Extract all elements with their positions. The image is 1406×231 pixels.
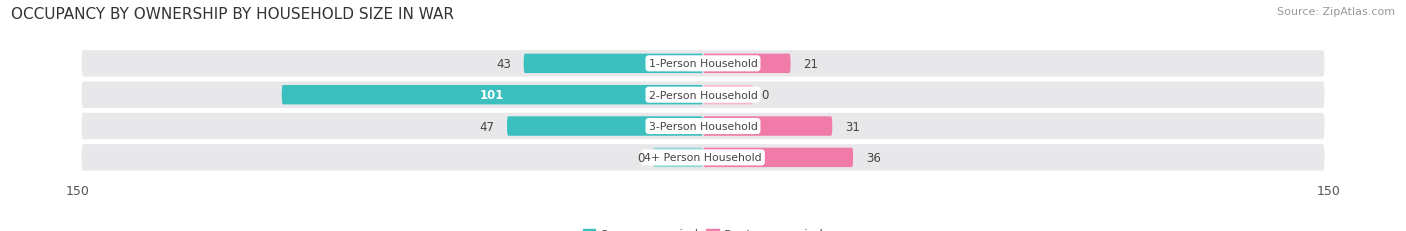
FancyBboxPatch shape	[281, 86, 703, 105]
Text: 0: 0	[637, 151, 644, 164]
FancyBboxPatch shape	[703, 54, 790, 74]
FancyBboxPatch shape	[703, 117, 832, 136]
FancyBboxPatch shape	[703, 148, 853, 167]
Text: 21: 21	[803, 58, 818, 70]
Text: 31: 31	[845, 120, 859, 133]
Text: 101: 101	[481, 89, 505, 102]
FancyBboxPatch shape	[82, 145, 1324, 171]
Text: 36: 36	[866, 151, 880, 164]
FancyBboxPatch shape	[82, 113, 1324, 140]
FancyBboxPatch shape	[703, 86, 754, 105]
Text: 1-Person Household: 1-Person Household	[648, 59, 758, 69]
Text: 3-Person Household: 3-Person Household	[648, 122, 758, 131]
FancyBboxPatch shape	[82, 82, 1324, 109]
Legend: Owner-occupied, Renter-occupied: Owner-occupied, Renter-occupied	[578, 223, 828, 231]
FancyBboxPatch shape	[82, 51, 1324, 77]
Text: OCCUPANCY BY OWNERSHIP BY HOUSEHOLD SIZE IN WAR: OCCUPANCY BY OWNERSHIP BY HOUSEHOLD SIZE…	[11, 7, 454, 22]
Text: 47: 47	[479, 120, 495, 133]
FancyBboxPatch shape	[508, 117, 703, 136]
FancyBboxPatch shape	[652, 148, 703, 167]
Text: 43: 43	[496, 58, 512, 70]
Text: 2-Person Household: 2-Person Household	[648, 90, 758, 100]
Text: 0: 0	[762, 89, 769, 102]
Text: 4+ Person Household: 4+ Person Household	[644, 153, 762, 163]
Text: Source: ZipAtlas.com: Source: ZipAtlas.com	[1277, 7, 1395, 17]
FancyBboxPatch shape	[523, 54, 703, 74]
